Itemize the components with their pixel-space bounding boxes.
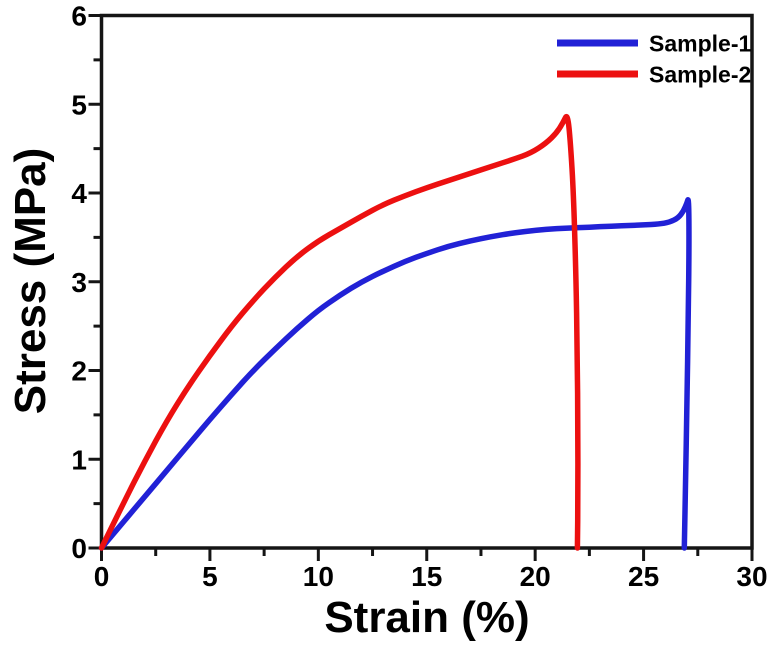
x-axis-title: Strain (%)	[324, 593, 529, 642]
legend-label-sample-2: Sample-2	[649, 61, 751, 87]
x-tick-label: 30	[736, 561, 767, 592]
x-tick-label: 15	[411, 561, 442, 592]
y-tick-label: 4	[71, 178, 87, 209]
y-tick-label: 5	[71, 89, 87, 120]
y-tick-label: 0	[71, 533, 87, 564]
y-axis-title: Stress (MPa)	[6, 148, 55, 415]
y-tick-label: 1	[71, 444, 87, 475]
legend-label-sample-1: Sample-1	[649, 30, 751, 56]
x-tick-label: 25	[628, 561, 659, 592]
x-tick-label: 20	[520, 561, 551, 592]
curve-sample-1	[98, 197, 692, 551]
plot-frame	[99, 13, 754, 550]
curve-sample-2	[98, 113, 581, 551]
x-tick-label: 5	[202, 561, 218, 592]
y-tick-label: 2	[71, 356, 87, 387]
x-tick-label: 10	[303, 561, 334, 592]
y-tick-label: 3	[71, 267, 87, 298]
x-tick-label: 0	[94, 561, 110, 592]
y-tick-label: 6	[71, 1, 87, 32]
